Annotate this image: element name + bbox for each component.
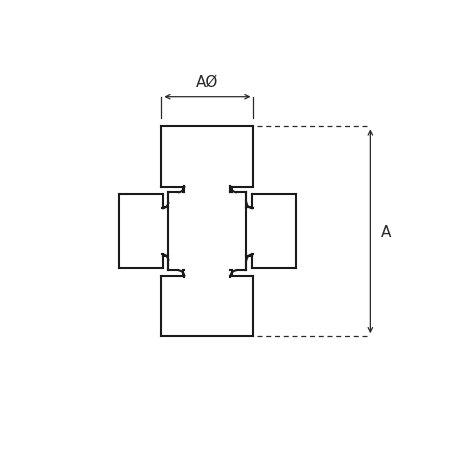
Text: AØ: AØ [196,75,218,90]
Text: A: A [380,224,391,239]
